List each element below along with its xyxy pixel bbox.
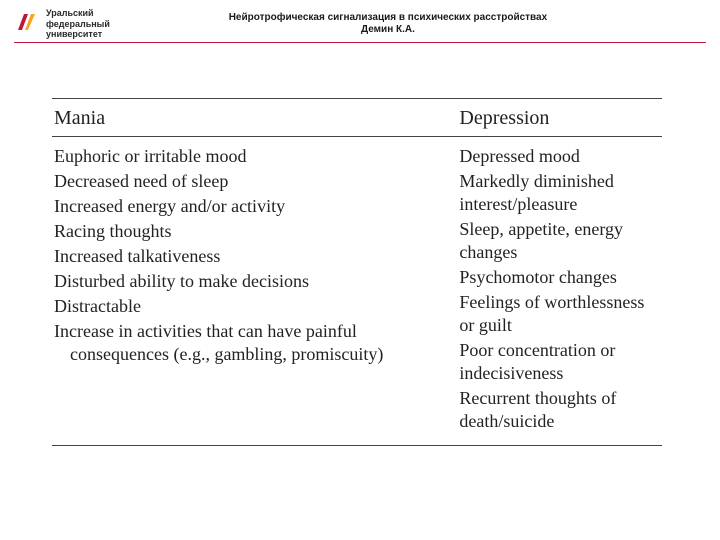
list-item: Disturbed ability to make decisions bbox=[54, 270, 425, 293]
column-header-depression: Depression bbox=[429, 99, 662, 137]
logo-mark-icon bbox=[14, 9, 40, 40]
title-line: Нейротрофическая сигнализация в психичес… bbox=[110, 12, 666, 25]
column-header-mania: Mania bbox=[52, 99, 429, 137]
header-rule bbox=[14, 42, 706, 43]
content-area: Mania Depression Euphoric or irritable m… bbox=[52, 98, 662, 446]
list-item: Increased energy and/or activity bbox=[54, 195, 425, 218]
slide-title: Нейротрофическая сигнализация в психичес… bbox=[110, 12, 706, 37]
symptoms-table: Mania Depression Euphoric or irritable m… bbox=[52, 98, 662, 446]
university-logo: Уральский федеральный университет bbox=[14, 8, 110, 39]
slide-header: Уральский федеральный университет Нейрот… bbox=[0, 0, 720, 44]
logo-line: федеральный bbox=[46, 19, 110, 29]
mania-cell: Euphoric or irritable mood Decreased nee… bbox=[52, 137, 429, 446]
logo-text: Уральский федеральный университет bbox=[46, 8, 110, 39]
list-item: Poor concentration or indecisiveness bbox=[459, 339, 658, 385]
logo-line: Уральский bbox=[46, 8, 110, 18]
title-line: Демин К.А. bbox=[110, 24, 666, 37]
list-item: Distractable bbox=[54, 295, 425, 318]
list-item: Depressed mood bbox=[459, 145, 658, 168]
list-item: Recurrent thoughts of death/suicide bbox=[459, 387, 658, 433]
list-item: Racing thoughts bbox=[54, 220, 425, 243]
depression-cell: Depressed mood Markedly diminished inter… bbox=[429, 137, 662, 446]
list-item: Increased talkativeness bbox=[54, 245, 425, 268]
logo-line: университет bbox=[46, 29, 110, 39]
list-item: Feelings of worthlessness or guilt bbox=[459, 291, 658, 337]
list-item: Markedly diminished interest/pleasure bbox=[459, 170, 658, 216]
list-item: Psychomotor changes bbox=[459, 266, 658, 289]
list-item: Increase in activities that can have pai… bbox=[54, 320, 425, 366]
list-item: Euphoric or irritable mood bbox=[54, 145, 425, 168]
list-item: Decreased need of sleep bbox=[54, 170, 425, 193]
list-item: Sleep, appetite, energy changes bbox=[459, 218, 658, 264]
